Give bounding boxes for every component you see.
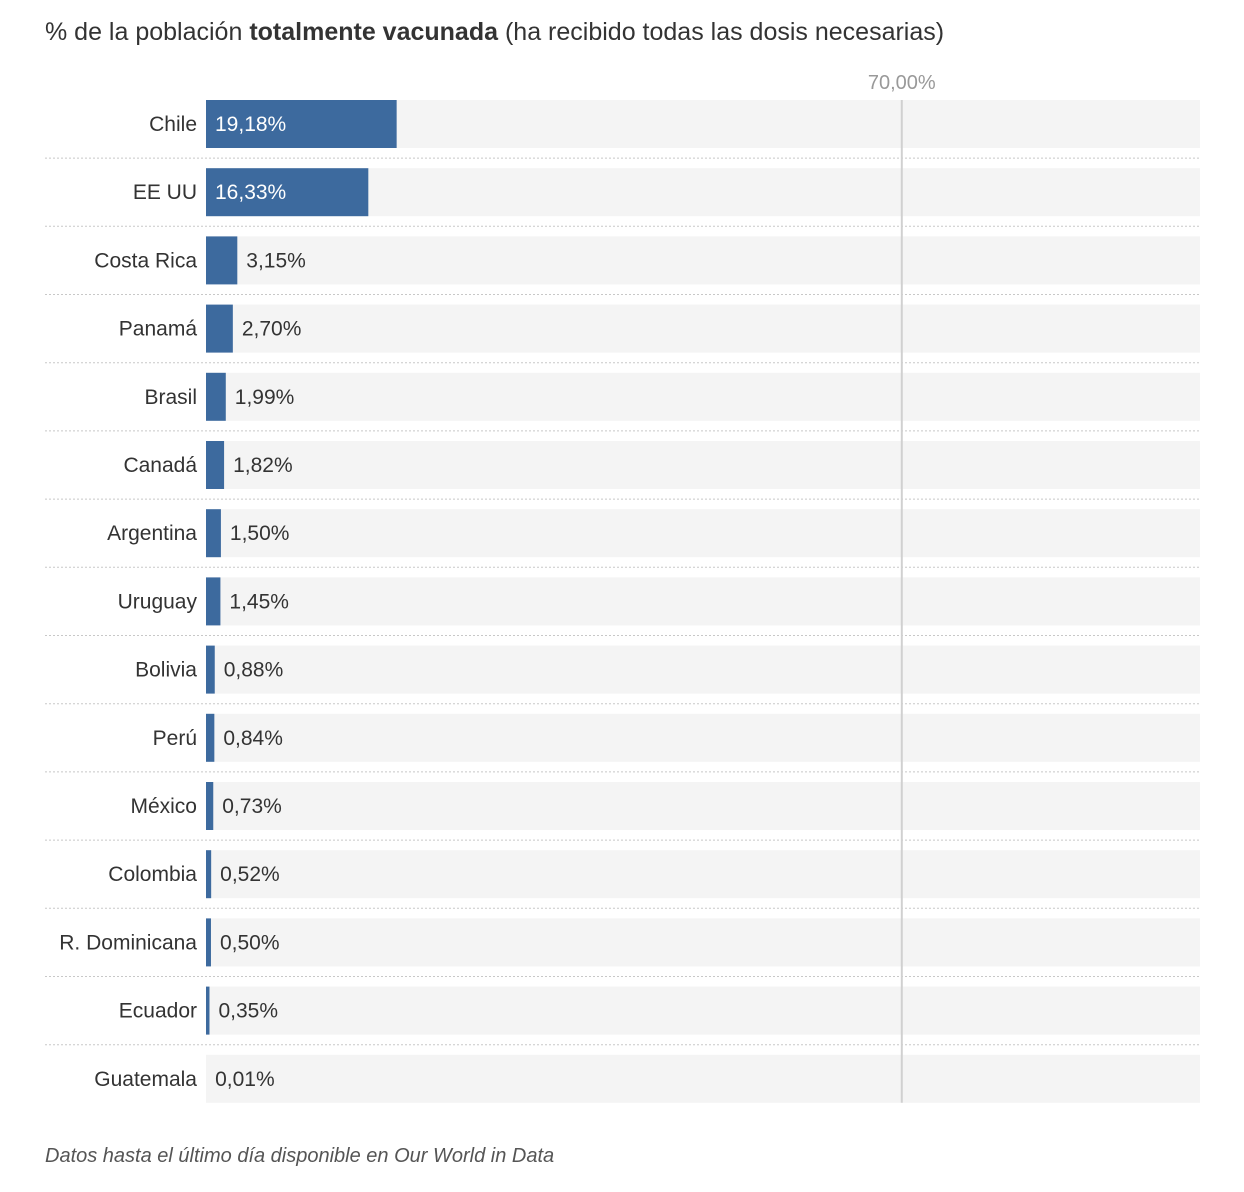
value-label: 0,52% (220, 863, 280, 886)
category-label: Bolivia (135, 659, 197, 682)
bar-track (206, 713, 1200, 762)
bar-track (206, 782, 1200, 830)
bar-track (206, 986, 1200, 1035)
value-label: 1,50% (230, 522, 290, 545)
bar-track (206, 372, 1200, 421)
bar-track (206, 850, 1200, 899)
chart-title: % de la población totalmente vacunada (h… (45, 18, 944, 47)
category-label: Perú (153, 727, 197, 750)
bar (206, 577, 221, 626)
value-label: 0,84% (223, 727, 283, 750)
bar-track (206, 441, 1200, 489)
value-label: 2,70% (242, 318, 302, 341)
bar (206, 372, 226, 421)
value-label: 1,99% (235, 386, 295, 409)
bar (206, 850, 212, 899)
category-label: Guatemala (94, 1068, 197, 1091)
category-label: Costa Rica (94, 249, 197, 272)
category-label: México (130, 795, 197, 818)
bar-track (206, 236, 1200, 285)
bar (206, 645, 215, 694)
bar (206, 441, 225, 489)
bar-track (206, 645, 1200, 694)
category-label: Uruguay (118, 590, 198, 613)
category-label: Colombia (108, 863, 197, 886)
title-prefix: % de la población (45, 18, 243, 46)
bar-track (206, 918, 1200, 967)
bar-track (206, 509, 1200, 558)
value-label: 19,18% (215, 113, 286, 136)
value-label: 16,33% (215, 181, 286, 204)
bar (206, 168, 369, 217)
value-label: 0,73% (222, 795, 282, 818)
category-label: R. Dominicana (59, 931, 197, 954)
bar (206, 509, 221, 558)
title-suffix: (ha recibido todas las dosis necesarias) (504, 18, 945, 46)
value-label: 3,15% (246, 249, 306, 272)
bar (206, 782, 214, 830)
value-label: 0,35% (218, 1000, 278, 1023)
bar-track (206, 304, 1200, 353)
bar (206, 918, 211, 967)
title-bold: totalmente vacunada (249, 18, 499, 46)
bar-track (206, 168, 1200, 217)
value-label: 1,82% (233, 454, 293, 477)
category-label: Ecuador (119, 1000, 197, 1023)
category-label: Canadá (123, 454, 197, 477)
category-label: Chile (149, 113, 197, 136)
chart-footnote: Datos hasta el último día disponible en … (45, 1145, 555, 1167)
bar (206, 304, 233, 353)
category-label: Argentina (107, 522, 197, 545)
bar-track (206, 1054, 1200, 1103)
bar (206, 236, 238, 285)
category-label: Panamá (119, 318, 198, 341)
bar (206, 100, 397, 148)
reference-line-label: 70,00% (868, 72, 936, 94)
value-label: 0,88% (224, 659, 284, 682)
value-label: 0,50% (220, 931, 280, 954)
category-label: EE UU (133, 181, 197, 204)
bar (206, 713, 215, 762)
category-label: Brasil (144, 386, 197, 409)
bar-track (206, 577, 1200, 626)
value-label: 0,01% (215, 1068, 275, 1091)
bar (206, 986, 210, 1035)
value-label: 1,45% (229, 590, 289, 613)
